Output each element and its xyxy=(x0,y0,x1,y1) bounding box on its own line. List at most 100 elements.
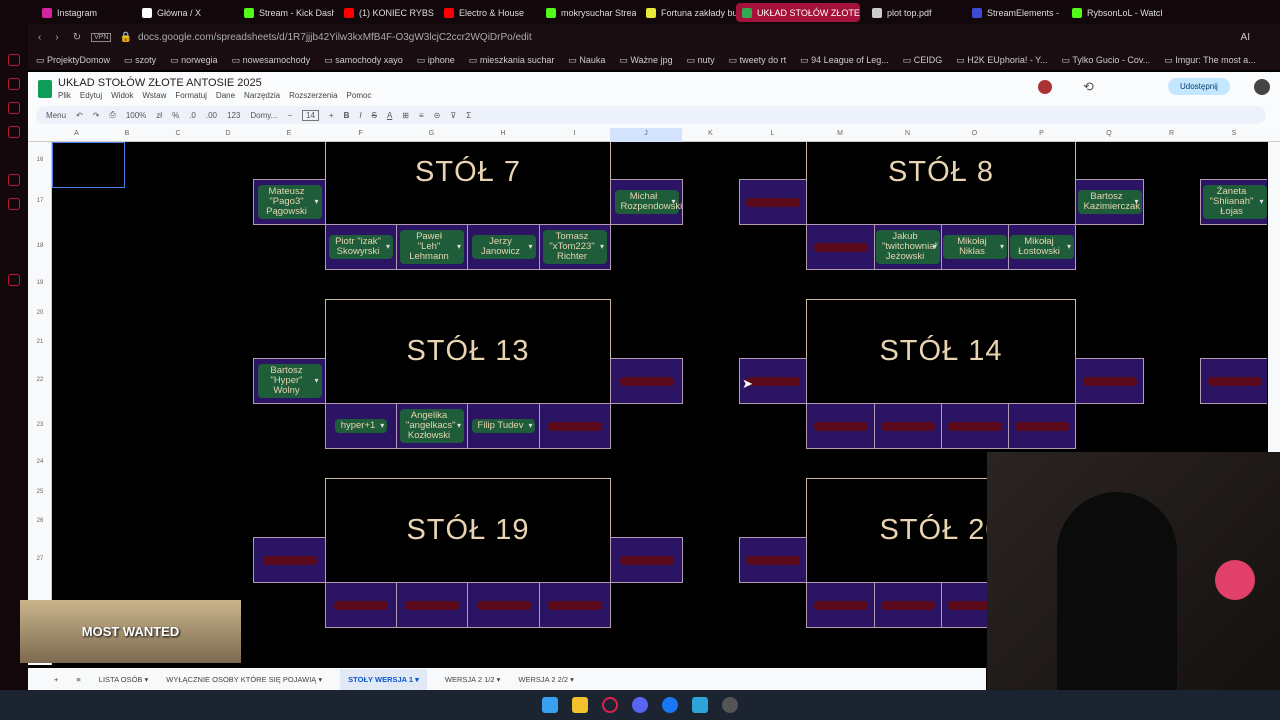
row-header[interactable]: 20 xyxy=(36,309,44,316)
app-icon[interactable] xyxy=(722,697,738,713)
seat-cell[interactable] xyxy=(806,582,875,628)
bookmark[interactable]: ▭ Nauka xyxy=(568,55,605,66)
spreadsheet-grid[interactable]: STÓŁ 7 Mateusz "Pago3" Pągowski Michał Roz… xyxy=(52,142,1267,665)
ai-button[interactable]: AI xyxy=(1240,31,1250,43)
text-color-button[interactable]: A xyxy=(386,110,393,120)
seat-cell[interactable]: Piotr "izak" Skowyrski xyxy=(325,224,397,270)
empty-seat-dropdown[interactable] xyxy=(548,421,602,431)
seat-cell[interactable] xyxy=(874,403,942,449)
currency-button[interactable]: zł xyxy=(156,110,163,120)
menu-dane[interactable]: Dane xyxy=(215,91,236,100)
font-size-increase[interactable]: + xyxy=(328,110,334,120)
seat-cell[interactable]: hyper+1 xyxy=(325,403,397,449)
browser-tab[interactable]: RybsonLoL - Watch xyxy=(1066,3,1162,22)
browser-tab[interactable]: (1) KONIEC RYBSO xyxy=(338,3,434,22)
seat-cell[interactable] xyxy=(941,403,1009,449)
guest-dropdown[interactable]: Michał Rozpendowski xyxy=(614,190,682,214)
empty-seat-dropdown[interactable] xyxy=(476,600,531,610)
seat-cell[interactable]: Bartosz Kazimierczak xyxy=(1075,179,1144,225)
guest-dropdown[interactable]: Jakub "twitchownia" Jeżowski xyxy=(876,230,940,264)
column-header[interactable]: A xyxy=(74,130,79,137)
empty-seat-dropdown[interactable] xyxy=(746,376,800,386)
percent-button[interactable]: % xyxy=(172,110,180,120)
bookmark[interactable]: ▭ Imgur: The most a... xyxy=(1164,55,1255,66)
menu-narzędzia[interactable]: Narzędzia xyxy=(244,91,281,100)
menu-edytuj[interactable]: Edytuj xyxy=(79,91,103,100)
bookmark[interactable]: ▭ samochody xayo xyxy=(324,55,403,66)
column-header[interactable]: F xyxy=(358,130,363,137)
guest-dropdown[interactable]: Mikołaj Niklas xyxy=(943,235,1007,259)
seat-cell[interactable]: Mikołaj Łostowski xyxy=(1008,224,1076,270)
browser-tab[interactable]: Fortuna zakłady bu xyxy=(640,3,736,22)
column-header[interactable]: I xyxy=(573,130,576,137)
column-header[interactable]: Q xyxy=(1106,130,1112,137)
seat-cell[interactable] xyxy=(539,582,611,628)
guest-dropdown[interactable]: Jerzy Janowicz xyxy=(471,235,536,259)
column-header[interactable]: B xyxy=(124,130,130,137)
seat-cell[interactable]: Tomasz "xTom223" Richter xyxy=(539,224,611,270)
bookmark[interactable]: ▭ 94 League of Leg... xyxy=(800,55,889,66)
reload-icon[interactable]: ↻ xyxy=(72,31,82,43)
strikethrough-button[interactable]: S xyxy=(371,110,377,120)
seat-cell[interactable]: Bartosz "Hyper" Wolny xyxy=(253,358,326,404)
guest-dropdown[interactable]: Tomasz "xTom223" Richter xyxy=(543,230,607,264)
browser-tab[interactable]: Główna / X xyxy=(136,3,232,22)
bookmark[interactable]: ▭ norwegia xyxy=(170,55,218,66)
seat-cell[interactable] xyxy=(325,582,397,628)
collaborator-avatar[interactable] xyxy=(1038,80,1052,94)
selected-cell-J23[interactable] xyxy=(52,142,125,188)
browser-tab[interactable]: StreamElements - xyxy=(966,3,1062,22)
undo-icon[interactable]: ↶ xyxy=(76,110,83,120)
seat-cell[interactable] xyxy=(806,224,875,270)
column-header[interactable]: R xyxy=(1168,130,1175,137)
column-header[interactable]: S xyxy=(1231,130,1237,137)
bookmark[interactable]: ▭ mieszkania suchar xyxy=(469,55,555,66)
column-header[interactable]: D xyxy=(225,130,231,137)
empty-seat-dropdown[interactable] xyxy=(1082,376,1137,386)
empty-seat-dropdown[interactable] xyxy=(881,421,935,431)
zoom-select[interactable]: 100% xyxy=(125,110,147,120)
vpn-badge[interactable]: VPN xyxy=(91,32,112,42)
seat-cell[interactable]: Żaneta "Shiianah" Łojas xyxy=(1200,179,1267,225)
menu-pomoc[interactable]: Pomoc xyxy=(346,91,372,100)
borders-icon[interactable]: ⊞ xyxy=(402,110,409,120)
empty-seat-dropdown[interactable] xyxy=(746,197,800,207)
seat-cell[interactable] xyxy=(396,582,468,628)
menu-formatuj[interactable]: Formatuj xyxy=(175,91,207,100)
functions-icon[interactable]: Σ xyxy=(466,110,472,120)
browser-tab[interactable]: Stream - Kick Dash xyxy=(238,3,334,22)
seat-cell[interactable] xyxy=(610,358,683,404)
empty-seat-dropdown[interactable] xyxy=(881,600,935,610)
guest-dropdown[interactable]: Bartosz Kazimierczak xyxy=(1077,190,1142,214)
url-input[interactable]: docs.google.com/spreadsheets/d/1R7jjjb42… xyxy=(137,31,532,43)
sidebar-icon[interactable] xyxy=(8,274,20,286)
column-header[interactable]: J xyxy=(610,128,682,142)
file-explorer-icon[interactable] xyxy=(572,697,588,713)
empty-seat-dropdown[interactable] xyxy=(1015,421,1069,431)
bookmark[interactable]: ▭ H2K EUphoria! - Y... xyxy=(956,55,1047,66)
column-header[interactable]: L xyxy=(770,130,775,137)
discord-icon[interactable] xyxy=(632,697,648,713)
guest-dropdown[interactable]: Żaneta "Shiianah" Łojas xyxy=(1202,185,1267,219)
empty-seat-dropdown[interactable] xyxy=(948,600,1002,610)
guest-dropdown[interactable]: Mateusz "Pago3" Pągowski xyxy=(257,185,322,219)
sidebar-icon[interactable] xyxy=(8,102,20,114)
table-title[interactable]: STÓŁ 8 xyxy=(806,142,1076,225)
guest-dropdown[interactable]: Bartosz "Hyper" Wolny xyxy=(257,364,322,398)
seat-cell[interactable] xyxy=(739,537,807,583)
browser-tab[interactable]: plot top.pdf xyxy=(866,3,962,22)
table-title[interactable]: STÓŁ 13 xyxy=(325,299,611,404)
column-header[interactable]: E xyxy=(286,130,292,137)
back-icon[interactable]: ‹ xyxy=(38,31,42,43)
add-sheet-button[interactable]: + xyxy=(54,674,59,684)
guest-dropdown[interactable]: Filip Tudev xyxy=(471,419,536,433)
row-header[interactable]: 26 xyxy=(36,518,44,524)
guest-dropdown[interactable]: Angelika "angelkacs" Kozłowski xyxy=(400,409,464,443)
number-format-button[interactable]: 123 xyxy=(227,110,241,120)
sheet-tab[interactable]: STOŁY WERSJA 1 ▾ xyxy=(340,668,427,690)
bold-button[interactable]: B xyxy=(343,110,350,120)
seat-cell[interactable]: Jakub "twitchownia" Jeżowski xyxy=(874,224,942,270)
history-icon[interactable]: ⟲ xyxy=(1083,79,1094,94)
sidebar-icon[interactable] xyxy=(8,54,20,66)
column-header[interactable]: H xyxy=(500,130,506,137)
